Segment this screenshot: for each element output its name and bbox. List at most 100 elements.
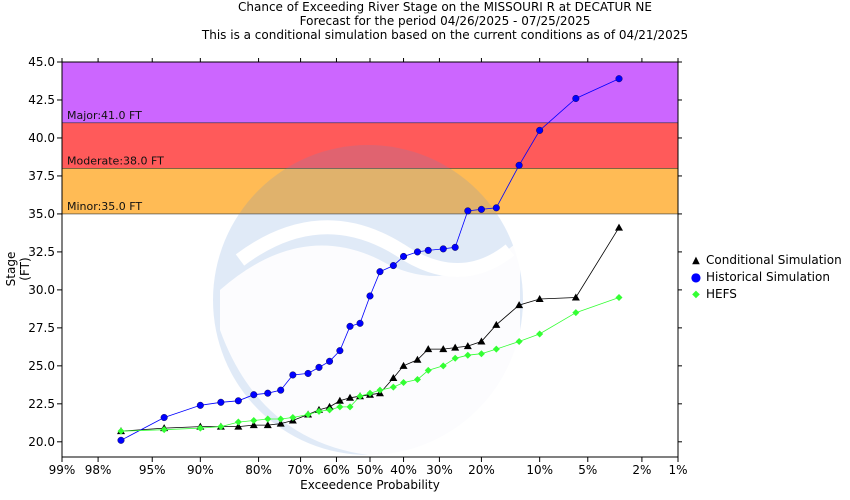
data-point (346, 322, 354, 330)
chart-title: Chance of Exceeding River Stage on the M… (238, 0, 652, 14)
data-point (492, 204, 500, 212)
series-markers (116, 75, 624, 444)
data-point (492, 345, 500, 353)
data-point (515, 301, 524, 309)
data-point (289, 371, 297, 379)
data-point (536, 330, 544, 338)
legend-item-historical[interactable]: ● Historical Simulation (688, 269, 842, 286)
flood-band-label: Major:41.0 FT (67, 109, 142, 122)
data-point (451, 354, 459, 362)
data-point (336, 347, 344, 355)
flood-band-label: Minor:35.0 FT (67, 200, 142, 213)
data-point (234, 422, 243, 430)
data-point (376, 386, 384, 394)
x-tick-label: 2% (632, 463, 651, 477)
x-tick-label: 70% (287, 463, 314, 477)
triangle-marker-icon: ▲ (692, 255, 700, 266)
circle-marker-icon: ● (690, 270, 702, 284)
chart-subtitle-period: Forecast for the period 04/26/2025 - 07/… (299, 14, 591, 28)
data-point (463, 342, 472, 350)
data-point (571, 293, 580, 301)
data-point (615, 75, 623, 83)
data-point (117, 427, 125, 435)
data-point (326, 357, 334, 365)
flood-category-bands: Minor:35.0 FT Moderate:38.0 FT Major:41.0 … (62, 62, 678, 215)
x-tick-label: 1% (668, 463, 687, 477)
x-tick-label: 50% (357, 463, 384, 477)
data-point (250, 391, 258, 399)
legend-label-hefs: HEFS (706, 287, 737, 301)
data-point (424, 246, 432, 254)
flood-band-1 (62, 122, 678, 169)
data-point (439, 245, 447, 253)
data-point (572, 94, 580, 102)
flood-band-2 (62, 62, 678, 123)
data-point (389, 374, 398, 381)
data-point (572, 309, 580, 317)
data-point (160, 426, 168, 434)
y-tick-label: 30.0 (28, 283, 55, 297)
x-tick-label: 90% (187, 463, 214, 477)
data-point (196, 424, 204, 432)
series-line-0 (120, 227, 620, 432)
y-tick-label: 32.5 (28, 245, 55, 259)
data-point (439, 362, 447, 370)
legend-label-conditional: Conditional Simulation (706, 253, 842, 267)
data-point (304, 369, 312, 377)
y-tick-label: 45.0 (28, 55, 55, 69)
data-point (376, 268, 384, 276)
diamond-marker-icon: ◆ (692, 289, 700, 300)
data-point (336, 403, 344, 411)
x-tick-label: 99% (49, 463, 76, 477)
data-point (263, 421, 272, 429)
data-point (413, 355, 422, 363)
data-point (346, 403, 354, 411)
x-tick-label: 80% (245, 463, 272, 477)
y-tick-label: 40.0 (28, 131, 55, 145)
data-point (413, 376, 421, 384)
flood-band-label: Moderate:38.0 FT (67, 154, 164, 167)
data-point (356, 319, 364, 327)
data-point (535, 295, 544, 302)
x-tick-label: 5% (578, 463, 597, 477)
data-point (492, 320, 501, 328)
data-point (289, 414, 297, 421)
data-point (234, 418, 242, 426)
legend-item-conditional[interactable]: ▲ Conditional Simulation (688, 252, 842, 269)
data-point (217, 423, 225, 431)
legend-item-hefs[interactable]: ◆ HEFS (688, 286, 842, 303)
data-point (196, 401, 204, 409)
data-point (464, 351, 472, 359)
data-point (315, 407, 323, 415)
x-axis-label: Exceedence Probability (300, 478, 440, 492)
data-point (413, 248, 421, 256)
data-point (400, 252, 408, 260)
flood-band-0 (62, 168, 678, 214)
data-point (399, 361, 408, 369)
y-tick-label: 25.0 (28, 359, 55, 373)
data-point (536, 126, 544, 134)
data-point (277, 415, 285, 423)
y-tick-label: 42.5 (28, 93, 55, 107)
data-point (277, 386, 285, 394)
data-point (315, 363, 323, 371)
x-tick-label: 40% (390, 463, 417, 477)
chart-legend: ▲ Conditional Simulation ● Historical Si… (688, 252, 842, 303)
chart-subtitle-conditions: This is a conditional simulation based o… (201, 28, 689, 42)
data-point (217, 398, 225, 406)
y-tick-label: 22.5 (28, 397, 55, 411)
data-point (250, 417, 258, 425)
data-point (356, 392, 364, 400)
x-tick-label: 98% (85, 463, 112, 477)
y-tick-label: 20.0 (28, 435, 55, 449)
data-point (366, 292, 374, 300)
x-tick-label: 95% (139, 463, 166, 477)
legend-label-historical: Historical Simulation (706, 270, 830, 284)
data-point (451, 243, 459, 251)
x-tick-label: 60% (323, 463, 350, 477)
data-point (325, 402, 334, 410)
y-axis: 20.0 22.5 25.0 27.5 30.0 32.5 35.0 37.5 40.0 42.5… (28, 55, 682, 449)
data-point (326, 406, 334, 414)
data-point (160, 414, 168, 422)
